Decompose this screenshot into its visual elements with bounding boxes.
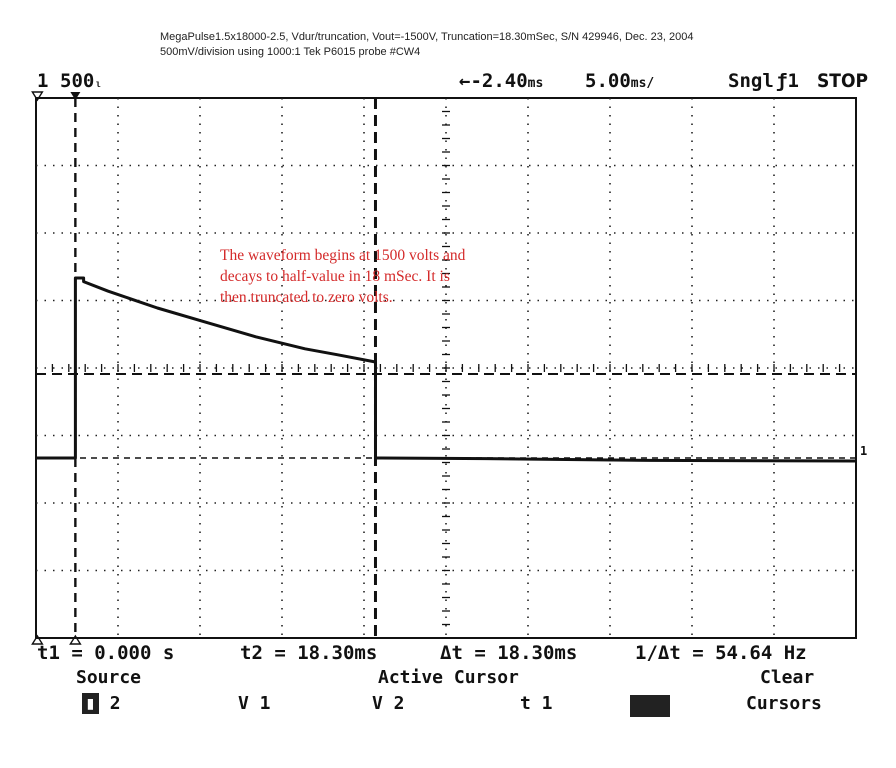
inverse-delta-t-readout: 1/Δt = 54.64 Hz xyxy=(635,642,807,664)
v2-softkey[interactable]: V 2 xyxy=(372,693,405,714)
t2-softkey-selected[interactable] xyxy=(630,695,670,717)
source-selected-indicator: ▮ xyxy=(82,693,99,714)
cursor-t1-top-marker xyxy=(70,92,81,100)
trigger-delay: ←-2.40ms xyxy=(459,70,544,92)
acquire-mode: Sngl xyxy=(728,70,774,92)
grid xyxy=(35,97,857,639)
waveform-trace xyxy=(36,276,857,463)
clear-cursors-softkey-line2[interactable]: Cursors xyxy=(746,693,822,714)
cursor-t1-bottom-marker xyxy=(69,634,82,645)
caption-line-1: MegaPulse1.5x18000-2.5, Vdur/truncation,… xyxy=(160,31,694,43)
t1-softkey[interactable]: t 1 xyxy=(520,693,553,714)
v1-softkey[interactable]: V 1 xyxy=(238,693,271,714)
time-per-div: 5.00ms/ xyxy=(585,70,655,92)
active-cursor-label: Active Cursor xyxy=(378,667,519,688)
run-state: STOP xyxy=(817,70,869,92)
caption-line-2: 500mV/division using 1000:1 Tek P6015 pr… xyxy=(160,46,421,58)
trigger-bottom-marker xyxy=(31,634,44,645)
channel-number: 1 xyxy=(37,70,49,92)
source-softkey-value[interactable]: ▮ 2 xyxy=(82,693,121,714)
clear-cursors-softkey-line1[interactable]: Clear xyxy=(760,667,815,688)
delta-t-readout: Δt = 18.30ms xyxy=(440,642,578,664)
trigger-channel: ƒ1 xyxy=(776,70,799,92)
annotation-text: The waveform begins at 1500 volts and de… xyxy=(220,247,466,306)
cursor-t1-readout: t1 = 0.000 s xyxy=(37,642,175,664)
ground-marker-label: 1 xyxy=(860,444,867,458)
cursor-t2-readout: t2 = 18.30ms xyxy=(240,642,378,664)
volts-per-div: 500ₗ xyxy=(60,70,103,92)
trigger-point-marker xyxy=(31,91,44,102)
source-softkey-label[interactable]: Source xyxy=(76,667,142,688)
